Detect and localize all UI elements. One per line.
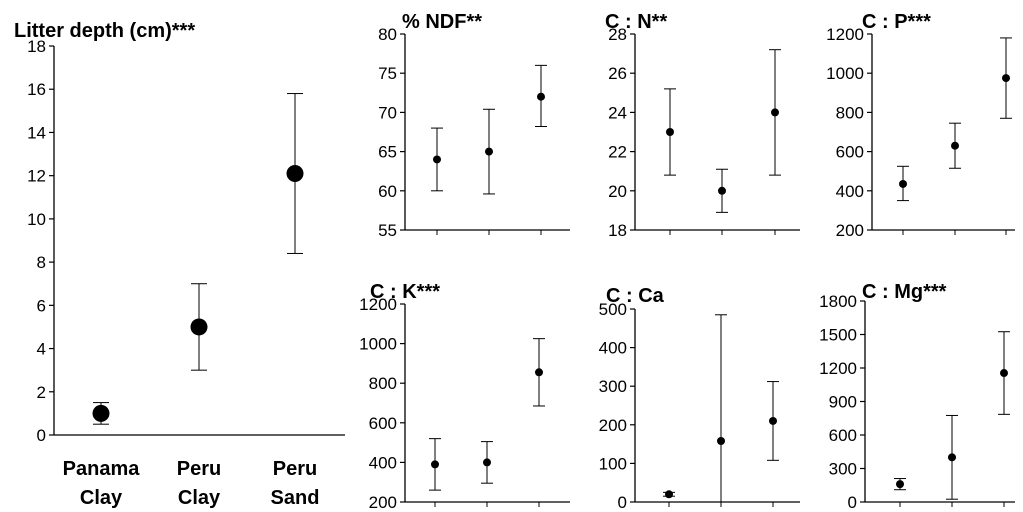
y-tick-label: 200 (599, 416, 627, 435)
chart-title: C : Ca (606, 285, 665, 307)
y-tick-label: 600 (369, 414, 397, 433)
y-tick-label: 600 (829, 426, 857, 445)
chart-panel-1: Litter depth (cm)*** 0 2 4 6 8 10 12 14 16 18 Panam… (14, 20, 345, 509)
y-tick-label: 55 (378, 221, 397, 240)
y-tick-label: 300 (599, 377, 627, 396)
y-tick-label: 200 (369, 493, 397, 512)
y-tick-label: 1000 (359, 335, 397, 354)
y-tick-label: 80 (378, 25, 397, 44)
y-tick-label: 1800 (819, 292, 857, 311)
chart-panel-6: C : Ca 0 100 200 300 400 500 (599, 285, 800, 512)
y-tick-label: 2 (37, 383, 46, 402)
data-point (899, 179, 907, 188)
data-point (537, 92, 545, 101)
data-point (1000, 369, 1008, 378)
chart-title: C : K*** (370, 281, 440, 303)
y-tick-label: 6 (37, 296, 46, 315)
y-tick-label: 1500 (819, 326, 857, 345)
y-tick-label: 900 (829, 393, 857, 412)
chart-title: C : Mg*** (862, 281, 947, 303)
x-category-label: Panama (63, 458, 141, 480)
x-category-label: Sand (271, 487, 320, 509)
y-tick-label: 500 (599, 300, 627, 319)
data-point (485, 147, 493, 156)
x-category-label: Peru (177, 458, 221, 480)
y-tick-label: 75 (378, 64, 397, 83)
x-category-label: Clay (178, 487, 221, 509)
y-tick-label: 14 (27, 123, 46, 142)
y-tick-label: 0 (37, 426, 46, 445)
chart-title: % NDF** (402, 11, 482, 33)
data-point (431, 460, 439, 469)
data-point (666, 128, 674, 136)
chart-title: C : P*** (862, 11, 931, 33)
y-tick-label: 10 (27, 210, 46, 229)
data-point (483, 458, 491, 467)
data-point (665, 490, 673, 499)
y-tick-label: 60 (378, 182, 397, 201)
y-tick-label: 400 (369, 453, 397, 472)
chart-panel-4: C : P*** 200 400 600 800 1000 1200 (826, 11, 1015, 240)
y-tick-label: 1200 (359, 295, 397, 314)
data-point (190, 318, 208, 336)
data-point (1002, 74, 1010, 83)
y-tick-label: 1200 (826, 25, 864, 44)
y-tick-label: 20 (608, 182, 627, 201)
y-tick-label: 300 (829, 460, 857, 479)
y-tick-label: 22 (608, 143, 627, 162)
data-point (717, 437, 725, 446)
chart-panel-2: % NDF** 55 60 65 70 75 80 (378, 11, 570, 240)
chart-panel-3: C : N** 18 20 22 24 26 28 (605, 11, 800, 240)
y-tick-label: 400 (836, 182, 864, 201)
chart-title: C : N** (605, 11, 667, 33)
y-tick-label: 26 (608, 64, 627, 83)
x-category-label: Clay (80, 487, 123, 509)
chart-title: Litter depth (cm)*** (14, 20, 195, 42)
y-tick-label: 1200 (819, 359, 857, 378)
data-point (92, 404, 110, 422)
data-point (769, 416, 777, 425)
data-point (771, 108, 779, 117)
y-tick-label: 400 (599, 339, 627, 358)
y-tick-label: 0 (848, 493, 857, 512)
y-tick-label: 16 (27, 80, 46, 99)
data-point (951, 141, 959, 150)
data-point (433, 155, 441, 164)
y-tick-label: 100 (599, 454, 627, 473)
data-point (286, 165, 304, 183)
y-tick-label: 18 (608, 221, 627, 240)
y-tick-label: 1000 (826, 64, 864, 83)
y-tick-label: 28 (608, 25, 627, 44)
data-point (535, 368, 543, 377)
data-point (718, 186, 726, 195)
chart-panel-7: C : Mg*** 0 300 600 900 1200 1500 1800 (819, 281, 1015, 512)
data-point (948, 453, 956, 462)
y-tick-label: 8 (37, 253, 46, 272)
y-tick-label: 4 (37, 340, 46, 359)
y-tick-label: 70 (378, 103, 397, 122)
y-tick-label: 24 (608, 103, 627, 122)
y-tick-label: 200 (836, 221, 864, 240)
data-point (896, 480, 904, 489)
y-tick-label: 800 (836, 103, 864, 122)
y-tick-label: 800 (369, 374, 397, 393)
y-tick-label: 65 (378, 143, 397, 162)
x-category-label: Peru (273, 458, 317, 480)
y-tick-label: 600 (836, 143, 864, 162)
y-tick-label: 0 (618, 493, 627, 512)
y-tick-label: 18 (27, 37, 46, 56)
chart-panel-5: C : K*** 200 400 600 800 1000 1200 (359, 281, 570, 512)
y-tick-label: 12 (27, 167, 46, 186)
